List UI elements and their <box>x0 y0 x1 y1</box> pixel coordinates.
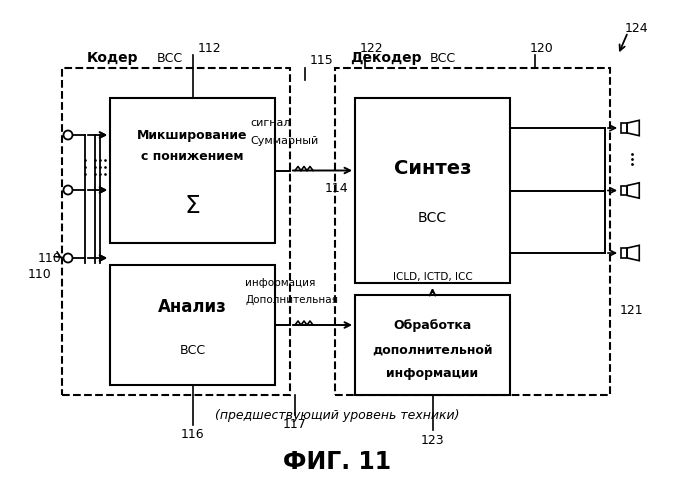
Text: ВСС: ВСС <box>179 344 206 356</box>
Text: 115: 115 <box>310 54 334 66</box>
Text: Суммарный: Суммарный <box>250 136 318 145</box>
Text: Микширование: Микширование <box>137 130 248 142</box>
Bar <box>62 68 290 395</box>
Text: Σ: Σ <box>185 194 200 218</box>
Bar <box>621 248 627 258</box>
Bar <box>110 98 275 243</box>
Bar <box>355 98 510 283</box>
Text: 116: 116 <box>181 428 204 442</box>
Text: 121: 121 <box>620 304 644 316</box>
Bar <box>355 295 510 395</box>
Text: информации: информации <box>386 366 479 380</box>
Text: Анализ: Анализ <box>158 298 227 316</box>
Text: дополнительной: дополнительной <box>372 344 493 356</box>
Text: с понижением: с понижением <box>142 150 244 162</box>
Polygon shape <box>627 183 639 198</box>
Bar <box>621 123 627 133</box>
Text: ICLD, ICTD, ICC: ICLD, ICTD, ICC <box>393 272 472 282</box>
Text: (предшествующий уровень техники): (предшествующий уровень техники) <box>215 408 459 422</box>
Text: 122: 122 <box>360 42 384 54</box>
Text: 110: 110 <box>28 268 52 281</box>
Text: Синтез: Синтез <box>394 158 471 178</box>
Text: ВСС: ВСС <box>157 52 183 64</box>
Text: 110: 110 <box>38 252 62 264</box>
Bar <box>335 68 610 395</box>
Bar <box>621 186 627 196</box>
Text: ФИГ. 11: ФИГ. 11 <box>283 450 391 474</box>
Text: 114: 114 <box>325 182 348 195</box>
Text: Дополнительная: Дополнительная <box>245 295 338 305</box>
Text: 124: 124 <box>625 22 648 35</box>
Bar <box>110 265 275 385</box>
Polygon shape <box>627 246 639 260</box>
Text: 112: 112 <box>197 42 221 54</box>
Text: 117: 117 <box>283 418 307 432</box>
Polygon shape <box>627 120 639 136</box>
Text: ВСС: ВСС <box>430 52 456 64</box>
Text: сигнал: сигнал <box>250 118 290 128</box>
Text: ВСС: ВСС <box>418 211 447 225</box>
Text: информация: информация <box>245 278 315 288</box>
Text: Кодер: Кодер <box>87 51 138 65</box>
Text: Обработка: Обработка <box>394 318 472 332</box>
Text: 120: 120 <box>530 42 554 54</box>
Text: Декодер: Декодер <box>350 51 421 65</box>
Text: 123: 123 <box>421 434 444 446</box>
